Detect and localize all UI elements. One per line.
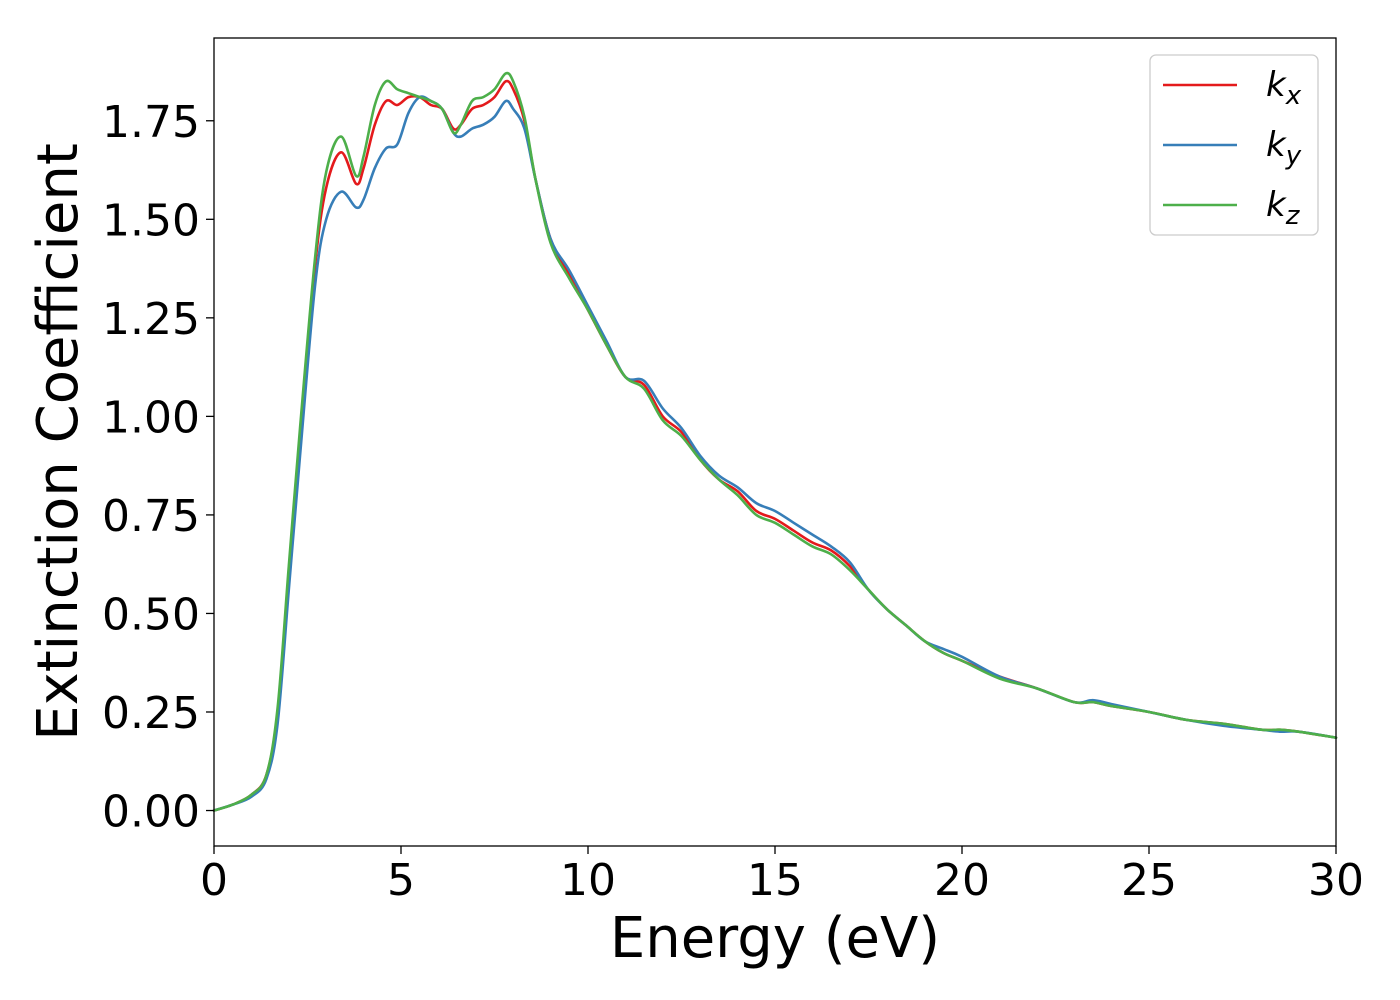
y-tick-label: 1.00 (102, 392, 200, 443)
legend-label-z: kz (1266, 185, 1301, 231)
x-tick-label: 25 (1121, 855, 1177, 906)
y-axis: 0.00 0.25 0.50 0.75 1.00 1.25 1.50 1.75 (102, 97, 214, 838)
x-axis: 0 5 10 15 20 25 30 (200, 846, 1364, 906)
y-tick-label: 0.75 (102, 491, 200, 542)
y-tick-label: 0.00 (102, 787, 200, 838)
y-tick-label: 1.50 (102, 195, 200, 246)
series-line-z (212, 71, 1338, 812)
series-layer (212, 71, 1338, 812)
legend: kx ky kz (1149, 54, 1319, 236)
x-tick-label: 20 (934, 855, 990, 906)
x-tick-label: 0 (200, 855, 228, 906)
x-tick-label: 5 (387, 855, 415, 906)
y-tick-label: 1.75 (102, 97, 200, 148)
y-tick-label: 0.25 (102, 688, 200, 739)
y-tick-label: 1.25 (102, 294, 200, 345)
legend-label-x: kx (1266, 65, 1302, 111)
y-axis-title: Extinction Coefficient (26, 143, 91, 741)
x-tick-label: 15 (747, 855, 803, 906)
x-axis-title: Energy (eV) (610, 906, 940, 971)
x-tick-label: 30 (1308, 855, 1364, 906)
x-tick-label: 10 (560, 855, 616, 906)
y-tick-label: 0.50 (102, 589, 200, 640)
legend-label-y: ky (1266, 125, 1302, 171)
